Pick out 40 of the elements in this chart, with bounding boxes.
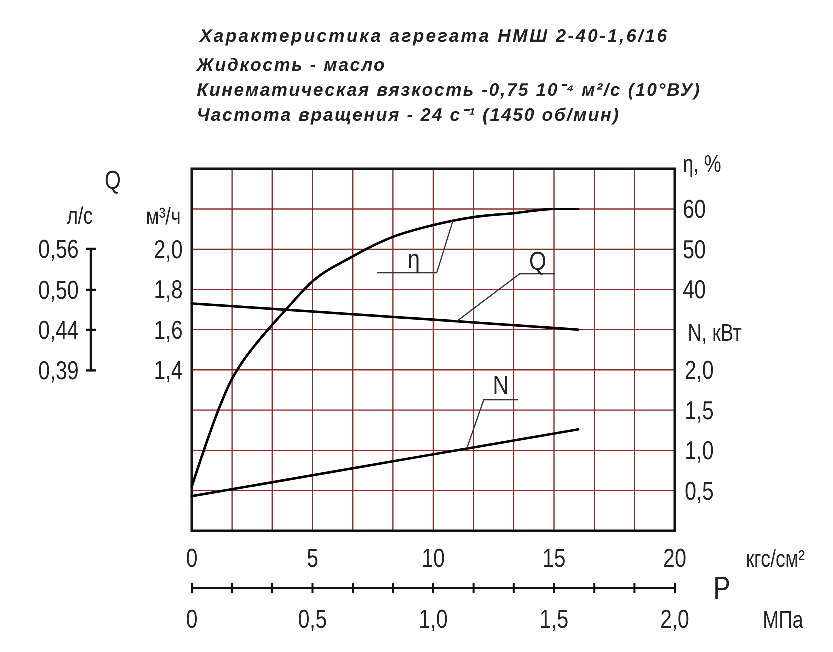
- y2-tick-label: 60: [683, 195, 706, 224]
- y-tick-label: 1,6: [154, 316, 183, 344]
- line-series: [190, 428, 580, 498]
- text: 0,44: [38, 316, 79, 345]
- series-label: η: [408, 245, 420, 274]
- y3-tick-label: 1,0: [685, 436, 714, 466]
- y2-axis-title: η, %: [683, 150, 722, 178]
- y2-tick-label: 50: [683, 235, 706, 264]
- line-series: [190, 208, 580, 488]
- series-label: Q: [529, 247, 547, 276]
- y-axis-title: м³/ч: [146, 202, 181, 230]
- text: 0,50: [38, 276, 79, 305]
- text: л/с: [66, 202, 94, 230]
- x2-tick-label: 0: [186, 604, 198, 634]
- y-tick-label: 1,4: [154, 356, 183, 385]
- x2-tick-label: 2,0: [660, 604, 690, 634]
- x-tick-label: 5: [306, 544, 319, 573]
- x-tick-label: 20: [663, 544, 687, 573]
- y-tick-label: 2,0: [154, 235, 183, 264]
- text: 0,56: [38, 234, 79, 264]
- x2-axis-title: МПа: [763, 606, 804, 634]
- series-label: N: [493, 371, 509, 400]
- x2-tick-label: 1,5: [540, 604, 569, 634]
- x-tick-label: 15: [542, 544, 566, 573]
- y3-tick-label: 2,0: [685, 356, 714, 385]
- y3-tick-label: 0,5: [685, 476, 714, 506]
- text: P: [713, 571, 731, 607]
- text: Q: [104, 166, 122, 195]
- x2-tick-label: 0,5: [298, 604, 328, 634]
- y-tick-label: 1,8: [154, 275, 183, 304]
- x-tick-label: 10: [422, 544, 446, 573]
- y3-axis-title: N, кВт: [688, 319, 742, 347]
- y3-tick-label: 1,5: [685, 396, 714, 425]
- text: 0,39: [38, 356, 79, 386]
- x-tick-label: 0: [186, 544, 198, 573]
- x2-tick-label: 1,0: [419, 604, 448, 634]
- chart-subtitle: Жидкость - масло Кинематическая вязкость -0,75 10⁻⁴ м²/с (10°ВУ) Частота вращения - 24 с⁻¹ (1450 об/мин): [196, 55, 702, 125]
- chart-title: Характеристика агрегата НМШ 2-40-1,6/16: [199, 26, 670, 46]
- x-axis-title: кгс/см²: [746, 544, 806, 573]
- y2-tick-label: 40: [683, 275, 706, 304]
